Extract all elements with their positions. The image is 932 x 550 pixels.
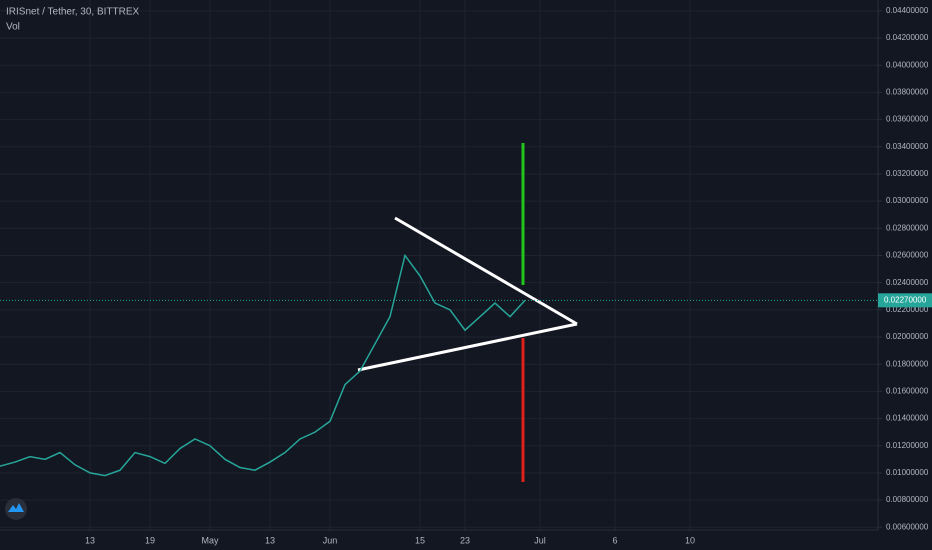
y-tick-label: 0.03000000 bbox=[886, 196, 929, 205]
y-tick-label: 0.04200000 bbox=[886, 33, 929, 42]
x-tick-label: 6 bbox=[612, 535, 617, 545]
x-tick-label: 13 bbox=[85, 535, 95, 545]
chart-title: IRISnet / Tether, 30, BITTREX bbox=[6, 7, 140, 18]
y-tick-label: 0.03200000 bbox=[886, 169, 929, 178]
x-tick-label: 10 bbox=[685, 535, 695, 545]
logo-icon bbox=[8, 503, 24, 512]
y-tick-label: 0.01400000 bbox=[886, 414, 929, 423]
y-tick-label: 0.03800000 bbox=[886, 88, 929, 97]
y-tick-label: 0.02400000 bbox=[886, 278, 929, 287]
y-tick-label: 0.03600000 bbox=[886, 115, 929, 124]
y-tick-label: 0.01200000 bbox=[886, 441, 929, 450]
y-tick-label: 0.02000000 bbox=[886, 332, 929, 341]
x-tick-label: 19 bbox=[145, 535, 155, 545]
price-line bbox=[0, 253, 526, 477]
y-tick-label: 0.04000000 bbox=[886, 60, 929, 69]
x-tick-label: 15 bbox=[415, 535, 425, 545]
y-tick-label: 0.01000000 bbox=[886, 468, 929, 477]
x-tick-label: 13 bbox=[265, 535, 275, 545]
y-tick-label: 0.01800000 bbox=[886, 359, 929, 368]
y-tick-label: 0.03400000 bbox=[886, 142, 929, 151]
triangle-lower bbox=[357, 322, 578, 372]
x-tick-label: May bbox=[201, 535, 219, 545]
last-price-box bbox=[878, 293, 932, 308]
x-tick-label: Jun bbox=[323, 535, 338, 545]
x-tick-label: 23 bbox=[460, 535, 470, 545]
y-tick-label: 0.00600000 bbox=[886, 522, 929, 531]
y-tick-label: 0.02200000 bbox=[886, 305, 929, 314]
logo[interactable] bbox=[5, 498, 27, 520]
y-tick-label: 0.02800000 bbox=[886, 223, 929, 232]
y-tick-label: 0.01600000 bbox=[886, 386, 929, 395]
y-tick-label: 0.02600000 bbox=[886, 251, 929, 260]
last-price-label: 0.02270000 bbox=[884, 295, 927, 304]
x-tick-label: Jul bbox=[534, 535, 546, 545]
y-tick-label: 0.00800000 bbox=[886, 495, 929, 504]
volume-label: Vol bbox=[6, 22, 20, 33]
y-tick-label: 0.04400000 bbox=[886, 6, 929, 15]
triangle-upper bbox=[394, 216, 578, 326]
